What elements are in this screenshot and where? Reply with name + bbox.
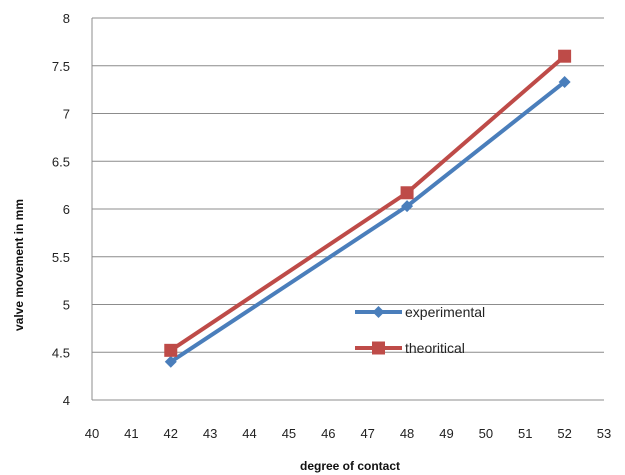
series-lines bbox=[164, 49, 572, 368]
y-axis-title: valve movement in mm bbox=[12, 199, 26, 331]
x-tick-label: 42 bbox=[164, 426, 178, 441]
x-tick-label: 48 bbox=[400, 426, 414, 441]
axes bbox=[91, 18, 604, 401]
legend: experimental theoritical bbox=[355, 304, 485, 356]
x-tick-label: 47 bbox=[360, 426, 374, 441]
y-tick-label: 5 bbox=[63, 298, 70, 313]
data-point-experimental bbox=[401, 200, 414, 213]
x-tick-label: 45 bbox=[282, 426, 296, 441]
x-tick-label: 51 bbox=[518, 426, 532, 441]
y-tick-label: 6 bbox=[63, 202, 70, 217]
y-tick-labels: 4 4.5 5 5.5 6 6.5 7 7.5 8 bbox=[52, 11, 70, 408]
x-tick-label: 46 bbox=[321, 426, 335, 441]
data-point-experimental bbox=[164, 355, 177, 368]
y-tick-label: 4.5 bbox=[52, 345, 70, 360]
data-point-theoritical bbox=[558, 49, 572, 63]
series-line-theoritical bbox=[169, 54, 566, 353]
y-tick-label: 6.5 bbox=[52, 154, 70, 169]
legend-marker-theoritical bbox=[372, 341, 385, 355]
series-line-experimental bbox=[169, 80, 566, 364]
gridlines bbox=[92, 17, 604, 401]
legend-marker-experimental bbox=[372, 306, 385, 318]
y-tick-label: 7 bbox=[63, 107, 70, 122]
x-axis-title: degree of contact bbox=[300, 459, 400, 473]
y-tick-label: 4 bbox=[63, 393, 70, 408]
y-tick-label: 8 bbox=[63, 11, 70, 26]
y-tick-label: 7.5 bbox=[52, 59, 70, 74]
x-tick-labels: 40 41 42 43 44 45 46 47 48 49 50 51 52 53 bbox=[85, 426, 611, 441]
data-point-experimental bbox=[558, 75, 571, 88]
x-tick-label: 40 bbox=[85, 426, 99, 441]
data-point-theoritical bbox=[400, 186, 414, 200]
x-tick-label: 49 bbox=[439, 426, 453, 441]
x-tick-label: 41 bbox=[124, 426, 138, 441]
x-tick-label: 53 bbox=[597, 426, 611, 441]
x-tick-label: 52 bbox=[557, 426, 571, 441]
x-tick-label: 43 bbox=[203, 426, 217, 441]
y-tick-label: 5.5 bbox=[52, 250, 70, 265]
legend-label-experimental: experimental bbox=[405, 304, 485, 320]
x-tick-label: 50 bbox=[479, 426, 493, 441]
data-point-theoritical bbox=[164, 343, 178, 357]
x-tick-label: 44 bbox=[242, 426, 256, 441]
legend-label-theoritical: theoritical bbox=[405, 340, 465, 356]
